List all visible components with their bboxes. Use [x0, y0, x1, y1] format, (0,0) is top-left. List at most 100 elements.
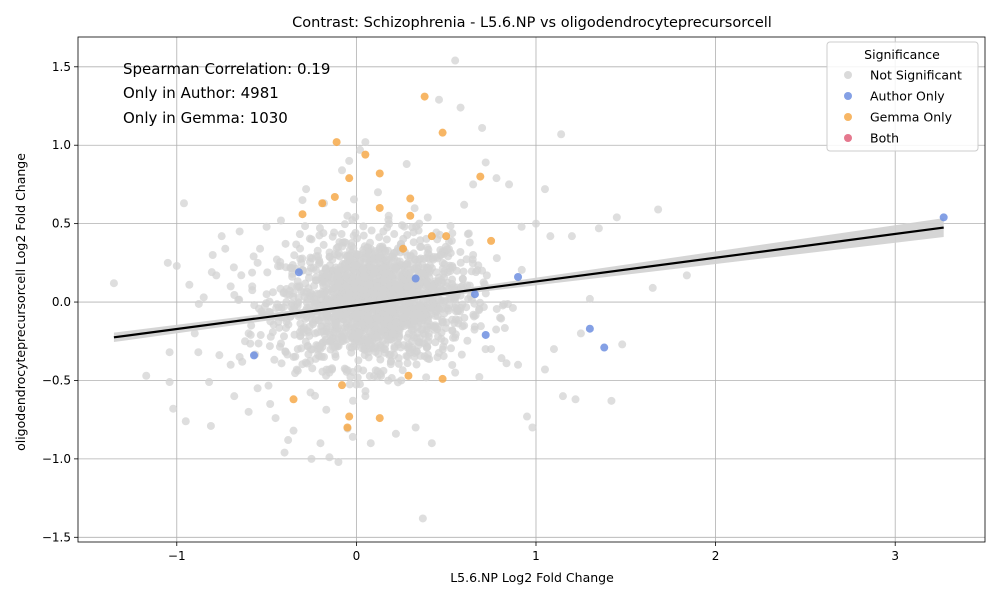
point-not-significant: [412, 360, 421, 369]
point-not-significant: [457, 283, 466, 292]
point-not-significant: [384, 211, 393, 220]
point-not-significant: [279, 332, 288, 341]
point-not-significant: [314, 259, 323, 268]
point-not-significant: [313, 246, 322, 255]
point-not-significant: [334, 282, 343, 291]
point-gemma-only: [343, 423, 352, 432]
stats-annotations: Spearman Correlation: 0.19 Only in Autho…: [123, 60, 330, 127]
legend: Significance Not Significant Author Only G…: [826, 41, 979, 152]
point-not-significant: [448, 326, 457, 335]
point-not-significant: [402, 307, 411, 316]
point-not-significant: [361, 138, 370, 147]
point-not-significant: [492, 325, 501, 334]
point-not-significant: [390, 230, 399, 239]
point-gemma-only: [298, 210, 307, 219]
point-not-significant: [352, 313, 361, 322]
point-not-significant: [478, 123, 487, 132]
point-not-significant: [165, 348, 174, 357]
point-gemma-only: [289, 395, 298, 404]
point-not-significant: [277, 359, 286, 368]
point-not-significant: [354, 250, 363, 259]
point-not-significant: [406, 259, 415, 268]
point-not-significant: [335, 252, 344, 261]
point-not-significant: [372, 320, 381, 329]
point-not-significant: [444, 252, 453, 261]
point-not-significant: [226, 282, 235, 291]
point-not-significant: [373, 188, 382, 197]
point-not-significant: [270, 355, 279, 364]
point-not-significant: [386, 350, 395, 359]
point-not-significant: [517, 222, 526, 231]
point-not-significant: [254, 339, 263, 348]
point-not-significant: [345, 156, 354, 165]
point-not-significant: [273, 300, 282, 309]
point-not-significant: [364, 353, 373, 362]
point-not-significant: [354, 364, 363, 373]
point-not-significant: [497, 354, 506, 363]
point-not-significant: [352, 380, 361, 389]
point-not-significant: [388, 307, 397, 316]
point-not-significant: [409, 238, 418, 247]
point-not-significant: [248, 268, 257, 277]
point-not-significant: [413, 257, 422, 266]
point-not-significant: [481, 345, 490, 354]
legend-label: Not Significant: [870, 68, 962, 83]
point-not-significant: [403, 231, 412, 240]
point-not-significant: [432, 306, 441, 315]
point-not-significant: [298, 196, 307, 205]
point-not-significant: [322, 405, 331, 414]
point-not-significant: [165, 378, 174, 387]
point-not-significant: [287, 263, 296, 272]
point-not-significant: [266, 399, 275, 408]
point-not-significant: [325, 453, 334, 462]
point-gemma-only: [399, 244, 408, 253]
point-not-significant: [422, 373, 431, 382]
point-not-significant: [264, 381, 273, 390]
point-not-significant: [334, 321, 343, 330]
y-tick-label: −1.5: [42, 530, 71, 544]
point-not-significant: [244, 407, 253, 416]
point-not-significant: [331, 352, 340, 361]
point-not-significant: [431, 323, 440, 332]
point-not-significant: [395, 271, 404, 280]
x-tick-label: 0: [353, 549, 361, 563]
point-not-significant: [280, 448, 289, 457]
point-not-significant: [253, 258, 262, 267]
point-not-significant: [399, 313, 408, 322]
point-not-significant: [557, 130, 566, 139]
point-gemma-only: [442, 232, 451, 241]
point-not-significant: [163, 258, 172, 267]
point-not-significant: [476, 322, 485, 331]
point-not-significant: [316, 345, 325, 354]
point-not-significant: [302, 185, 311, 194]
point-not-significant: [199, 293, 208, 302]
point-not-significant: [307, 235, 316, 244]
point-not-significant: [456, 103, 465, 112]
point-not-significant: [221, 244, 230, 253]
point-not-significant: [382, 235, 391, 244]
point-not-significant: [434, 348, 443, 357]
point-not-significant: [379, 285, 388, 294]
point-not-significant: [427, 439, 436, 448]
point-not-significant: [481, 158, 490, 167]
point-author-only: [294, 268, 303, 277]
point-not-significant: [396, 343, 405, 352]
point-gemma-only: [375, 169, 384, 178]
point-not-significant: [496, 313, 505, 322]
point-not-significant: [371, 343, 380, 352]
point-not-significant: [475, 372, 484, 381]
point-not-significant: [549, 345, 558, 354]
point-author-only: [470, 290, 479, 299]
annotation-spearman: Spearman Correlation: 0.19: [123, 60, 330, 78]
point-not-significant: [406, 251, 415, 260]
point-not-significant: [540, 365, 549, 374]
point-not-significant: [456, 258, 465, 267]
point-not-significant: [446, 344, 455, 353]
point-not-significant: [179, 199, 188, 208]
point-not-significant: [262, 222, 271, 231]
point-not-significant: [313, 289, 322, 298]
point-not-significant: [265, 342, 274, 351]
point-not-significant: [438, 315, 447, 324]
point-not-significant: [448, 275, 457, 284]
point-not-significant: [283, 350, 292, 359]
